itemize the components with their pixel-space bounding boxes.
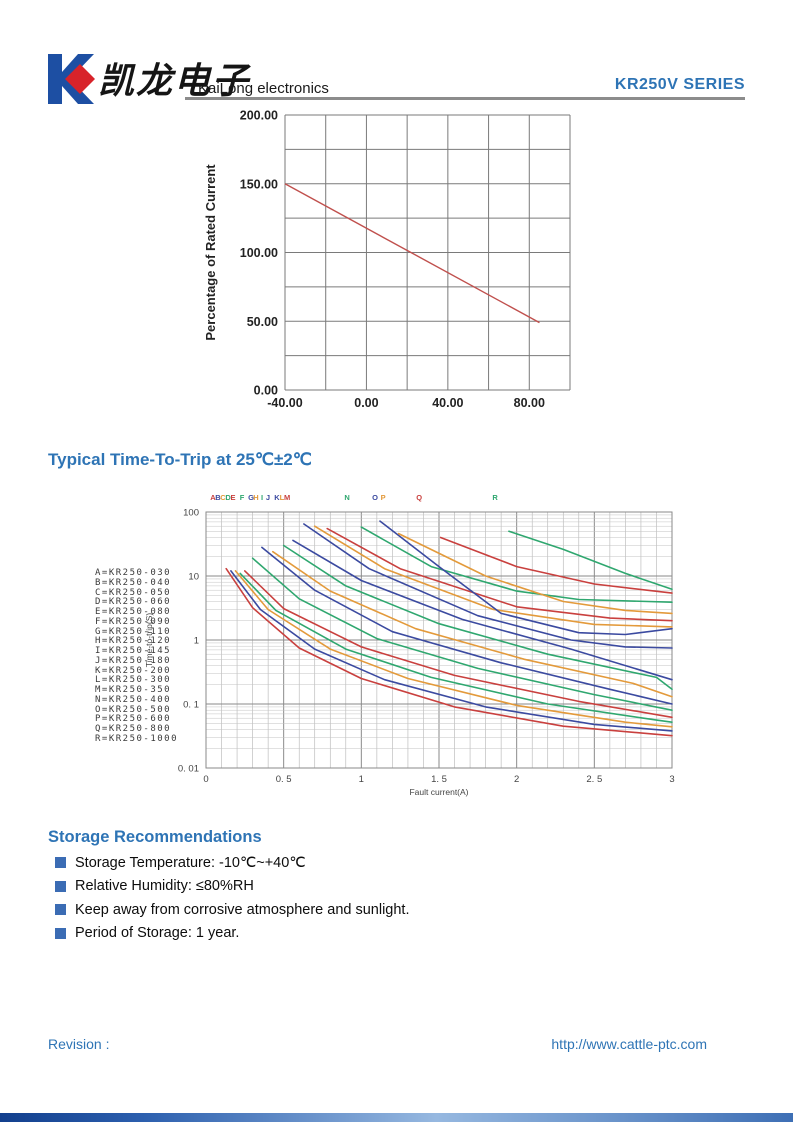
legend-entry: M=KR250-350 — [95, 685, 172, 695]
legend-entry: K=KR250-200 — [95, 665, 172, 676]
storage-item: Period of Storage: 1 year. — [55, 922, 655, 946]
svg-text:0.00: 0.00 — [254, 384, 278, 398]
svg-text:40.00: 40.00 — [432, 396, 463, 410]
legend-entry: A=KR250-030 — [95, 568, 172, 578]
trip-section-title: Typical Time-To-Trip at 25℃±2℃ — [48, 450, 312, 469]
svg-text:G: G — [248, 493, 254, 502]
svg-text:0. 1: 0. 1 — [183, 700, 199, 711]
storage-item-text: Period of Storage: 1 year. — [75, 925, 240, 942]
svg-text:1: 1 — [359, 774, 364, 785]
bullet-square-icon — [55, 927, 66, 939]
storage-item: Relative Humidity: ≤80%RH — [55, 875, 655, 899]
bottom-gradient-bar — [0, 1113, 793, 1122]
storage-item: Keep away from corrosive atmosphere and … — [55, 898, 655, 922]
legend-entry: O=KR250-500 — [95, 704, 172, 715]
storage-section-title: Storage Recommendations — [48, 828, 262, 846]
legend-entry: E=KR250-080 — [95, 607, 172, 617]
svg-text:Q: Q — [416, 493, 422, 502]
svg-text:0. 5: 0. 5 — [276, 774, 292, 785]
legend-entry: P=KR250-600 — [95, 714, 172, 725]
derating-chart: 0.00 50.00 100.00 150.00 200.00 -40.00 0.00 40.… — [185, 106, 595, 421]
header-rule — [185, 97, 745, 100]
svg-text:10: 10 — [188, 572, 199, 583]
svg-text:-40.00: -40.00 — [267, 396, 302, 410]
time-to-trip-chart-svg: 100 10 1 0. 1 0. 01 0 0. 5 1 1. 5 2 2. 5 3 Fault cur… — [144, 493, 675, 797]
legend-entry: B=KR250-040 — [95, 577, 172, 588]
bullet-square-icon — [55, 880, 66, 892]
svg-text:H: H — [253, 493, 258, 502]
svg-text:1. 5: 1. 5 — [431, 774, 447, 785]
svg-text:2: 2 — [514, 774, 519, 785]
svg-text:100.00: 100.00 — [240, 246, 278, 260]
time-to-trip-chart: 100 10 1 0. 1 0. 01 0 0. 5 1 1. 5 2 2. 5 3 Fault cur… — [90, 484, 696, 809]
svg-text:0.00: 0.00 — [354, 396, 378, 410]
logo-diamond-icon — [65, 64, 95, 94]
svg-text:L: L — [280, 493, 285, 502]
trip-legend: A=KR250-030 B=KR250-040 C=KR250-050 D=KR250… — [95, 568, 235, 745]
svg-text:A: A — [210, 493, 216, 502]
legend-entry: D=KR250-060 — [95, 597, 172, 608]
legend-entry: L=KR250-300 — [95, 675, 172, 686]
svg-text:N: N — [344, 493, 349, 502]
storage-item-text: Storage Temperature: -10℃~+40℃ — [75, 854, 306, 871]
storage-item: Storage Temperature: -10℃~+40℃ — [55, 851, 655, 875]
revision-label: Revision : — [48, 1036, 110, 1052]
legend-entry: I=KR250-145 — [95, 646, 172, 656]
legend-entry: H=KR250-120 — [95, 636, 172, 647]
svg-text:C: C — [220, 493, 226, 502]
svg-text:2. 5: 2. 5 — [586, 774, 602, 785]
svg-text:P: P — [381, 493, 386, 502]
svg-text:I: I — [261, 493, 263, 502]
bullet-square-icon — [55, 904, 66, 916]
svg-text:J: J — [266, 493, 270, 502]
svg-text:F: F — [240, 493, 245, 502]
svg-text:1: 1 — [194, 636, 199, 647]
legend-entry: F=KR250-090 — [95, 616, 172, 627]
brand-english: KaiLong electronics — [198, 80, 329, 97]
svg-text:150.00: 150.00 — [240, 177, 278, 191]
legend-entry: J=KR250-180 — [95, 655, 172, 666]
svg-text:O: O — [372, 493, 378, 502]
bullet-square-icon — [55, 857, 66, 869]
kailong-logo-icon — [44, 50, 100, 108]
svg-text:3: 3 — [669, 774, 674, 785]
logo-k-shape — [48, 54, 94, 104]
svg-text:K: K — [274, 493, 280, 502]
svg-text:80.00: 80.00 — [514, 396, 545, 410]
svg-text:Percentage of Rated Current: Percentage of Rated Current — [203, 164, 218, 341]
svg-text:B: B — [215, 493, 221, 502]
svg-text:M: M — [284, 493, 290, 502]
storage-list: Storage Temperature: -10℃~+40℃ Relative H… — [55, 851, 655, 945]
svg-text:D: D — [225, 493, 231, 502]
series-title: KR250V SERIES — [614, 76, 745, 93]
brand-chinese: 凯龙电子 — [98, 60, 251, 102]
svg-text:Time-to-trip(S): Time-to-trip(S) — [144, 613, 154, 668]
legend-entry: R=KR250-1000 — [95, 733, 179, 744]
svg-text:0: 0 — [203, 774, 208, 785]
svg-text:E: E — [231, 493, 236, 502]
legend-entry: G=KR250-110 — [95, 626, 172, 637]
svg-text:50.00: 50.00 — [247, 315, 278, 329]
svg-text:100: 100 — [183, 508, 199, 519]
legend-entry: C=KR250-050 — [95, 587, 172, 598]
legend-entry: N=KR250-400 — [95, 694, 172, 705]
storage-item-text: Keep away from corrosive atmosphere and … — [75, 901, 410, 918]
svg-text:R: R — [492, 493, 498, 502]
storage-item-text: Relative Humidity: ≤80%RH — [75, 878, 254, 895]
website-link[interactable]: http://www.cattle-ptc.com — [551, 1036, 707, 1052]
svg-text:200.00: 200.00 — [240, 109, 278, 123]
svg-text:Fault current(A): Fault current(A) — [409, 787, 468, 797]
svg-text:0. 01: 0. 01 — [178, 764, 199, 775]
legend-entry: Q=KR250-800 — [95, 724, 172, 734]
